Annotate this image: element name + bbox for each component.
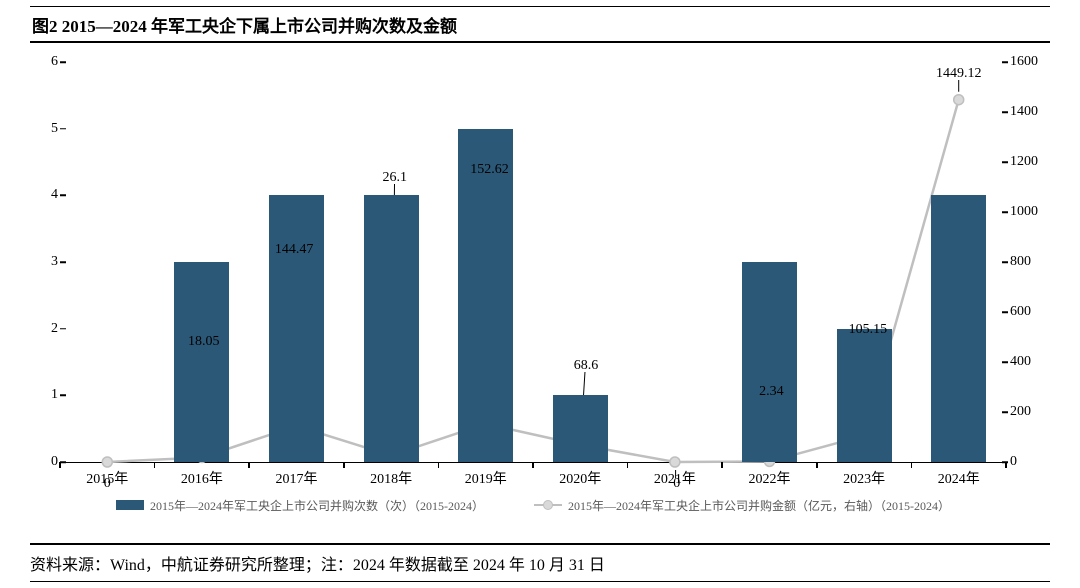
y-axis-right: 02004006008001000120014001600: [1010, 62, 1038, 462]
x-tick-label: 2024年: [938, 468, 980, 488]
bar: [174, 262, 229, 462]
x-tick-mark: [1005, 462, 1007, 468]
y-left-tick: 2: [30, 322, 58, 336]
y-right-tick: 400: [1010, 355, 1038, 369]
y-right-tick: 0: [1010, 455, 1038, 469]
y-right-tick: 1400: [1010, 105, 1038, 119]
y-left-tick: 0: [30, 455, 58, 469]
bar: [458, 129, 513, 462]
legend: 2015年—2024年军工央企上市公司并购次数（次）（2015-2024） 20…: [60, 490, 1006, 520]
bar: [837, 329, 892, 462]
y-right-tick: 200: [1010, 405, 1038, 419]
bar: [742, 262, 797, 462]
legend-item-line: 2015年—2024年军工央企上市公司并购金额（亿元，右轴）（2015-2024…: [534, 497, 950, 514]
x-tick-label: 2022年: [749, 468, 791, 488]
x-tick-mark: [343, 462, 345, 468]
x-tick-label: 2020年: [559, 468, 601, 488]
x-tick-mark: [816, 462, 818, 468]
line-path: [107, 100, 958, 462]
x-tick-label: 2023年: [843, 468, 885, 488]
x-tick-mark: [248, 462, 250, 468]
x-tick-mark: [438, 462, 440, 468]
plot-area: 018.05144.4726.1152.6268.602.34105.15144…: [60, 62, 1006, 463]
x-tick-mark: [154, 462, 156, 468]
line-marker: [954, 95, 964, 105]
legend-bar-label: 2015年—2024年军工央企上市公司并购次数（次）（2015-2024）: [150, 497, 484, 514]
y-left-tick: 4: [30, 188, 58, 202]
figure-container: 图2 2015—2024 年军工央企下属上市公司并购次数及金额 0 1 2 3 4 5 6 …: [0, 0, 1080, 588]
x-tick-label: 2017年: [276, 468, 318, 488]
y-left-tick: 1: [30, 388, 58, 402]
y-left-tick: 5: [30, 122, 58, 136]
bar: [269, 195, 324, 462]
x-tick-label: 2015年: [86, 468, 128, 488]
x-axis: 2015年2016年2017年2018年2019年2020年2021年2022年…: [60, 462, 1006, 482]
x-tick-mark: [721, 462, 723, 468]
x-tick-mark: [532, 462, 534, 468]
x-tick-label: 2016年: [181, 468, 223, 488]
y-left-tick: 6: [30, 55, 58, 69]
figure-footer: 资料来源：Wind，中航证券研究所整理；注：2024 年数据截至 2024 年 …: [30, 543, 1050, 582]
x-tick-label: 2018年: [370, 468, 412, 488]
x-tick-label: 2019年: [465, 468, 507, 488]
y-right-tick: 1600: [1010, 55, 1038, 69]
bar: [931, 195, 986, 462]
x-tick-label: 2021年: [654, 468, 696, 488]
figure-footer-text: 资料来源：Wind，中航证券研究所整理；注：2024 年数据截至 2024 年 …: [30, 551, 605, 575]
y-right-tick: 800: [1010, 255, 1038, 269]
x-tick-mark: [911, 462, 913, 468]
legend-line-label: 2015年—2024年军工央企上市公司并购金额（亿元，右轴）（2015-2024…: [568, 497, 950, 514]
bar: [553, 395, 608, 462]
y-left-tick: 3: [30, 255, 58, 269]
chart-area: 0 1 2 3 4 5 6 0 200 400 600 800 1000 1200 1400 1600 01…: [30, 50, 1050, 530]
bar: [364, 195, 419, 462]
x-tick-mark: [627, 462, 629, 468]
figure-title: 图2 2015—2024 年军工央企下属上市公司并购次数及金额: [30, 6, 1050, 43]
legend-bar-swatch: [116, 500, 144, 510]
y-right-tick: 1000: [1010, 205, 1038, 219]
x-tick-mark: [59, 462, 61, 468]
figure-title-text: 图2 2015—2024 年军工央企下属上市公司并购次数及金额: [32, 12, 457, 37]
y-axis-left: 0123456: [30, 62, 58, 462]
y-right-tick: 1200: [1010, 155, 1038, 169]
legend-line-swatch: [534, 499, 562, 511]
y-right-tick: 600: [1010, 305, 1038, 319]
legend-item-bar: 2015年—2024年军工央企上市公司并购次数（次）（2015-2024）: [116, 497, 484, 514]
